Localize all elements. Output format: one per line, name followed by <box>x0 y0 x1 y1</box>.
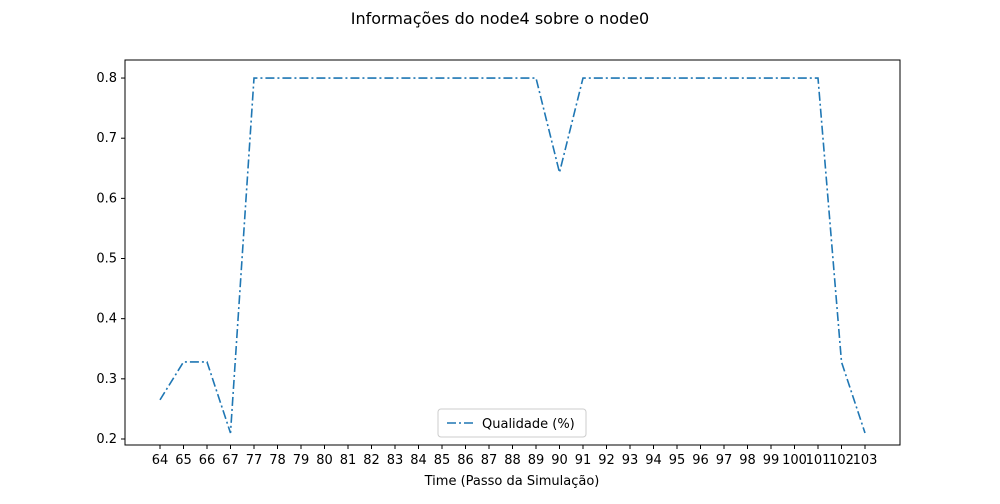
x-tick-label: 93 <box>622 453 639 468</box>
x-tick-label: 95 <box>669 453 686 468</box>
chart-title: Informações do node4 sobre o node0 <box>351 9 649 28</box>
plot-area: 0.2 0.3 0.4 0.5 0.6 0.7 0.8 64 65 66 67 77 78 79 80 81 8… <box>96 59 901 468</box>
legend: Qualidade (%) <box>437 408 587 438</box>
x-tick-label: 81 <box>340 453 357 468</box>
y-tick-label: 0.2 <box>96 432 117 447</box>
legend-box <box>437 408 587 438</box>
x-tick-label: 100 <box>782 453 807 468</box>
x-tick-label: 99 <box>763 453 780 468</box>
plot-frame <box>124 59 901 446</box>
x-tick-label: 65 <box>175 453 192 468</box>
x-tick-label: 97 <box>716 453 733 468</box>
series-line <box>159 77 866 434</box>
y-tick-label: 0.4 <box>96 312 117 327</box>
x-tick-label: 64 <box>152 453 169 468</box>
x-tick-label: 85 <box>434 453 451 468</box>
x-tick-label: 78 <box>269 453 286 468</box>
y-tick-label: 0.6 <box>96 191 117 206</box>
x-tick-label: 80 <box>316 453 333 468</box>
y-tick-label: 0.3 <box>96 372 117 387</box>
x-tick-label: 101 <box>806 453 831 468</box>
x-tick-label: 102 <box>829 453 854 468</box>
x-tick-label: 67 <box>222 453 239 468</box>
x-tick-label: 98 <box>739 453 756 468</box>
x-tick-label: 89 <box>528 453 545 468</box>
y-tick-label: 0.7 <box>96 131 117 146</box>
x-tick-label: 94 <box>645 453 662 468</box>
x-tick-label: 77 <box>246 453 263 468</box>
x-tick-label: 66 <box>199 453 216 468</box>
y-tick-label: 0.5 <box>96 252 117 267</box>
x-tick-label: 82 <box>363 453 380 468</box>
x-axis-label: Time (Passo da Simulação) <box>424 474 600 489</box>
x-tick-label: 87 <box>481 453 498 468</box>
x-tick-label: 92 <box>598 453 615 468</box>
x-tick-label: 79 <box>293 453 310 468</box>
legend-label: Qualidade (%) <box>482 417 575 432</box>
x-tick-label: 90 <box>551 453 568 468</box>
x-tick-label: 88 <box>504 453 521 468</box>
x-tick-label: 83 <box>387 453 404 468</box>
x-tick-label: 84 <box>410 453 427 468</box>
x-tick-label: 86 <box>457 453 474 468</box>
x-tick-label: 91 <box>575 453 592 468</box>
y-tick-label: 0.8 <box>96 71 117 86</box>
x-tick-label: 103 <box>853 453 878 468</box>
x-tick-label: 96 <box>692 453 709 468</box>
